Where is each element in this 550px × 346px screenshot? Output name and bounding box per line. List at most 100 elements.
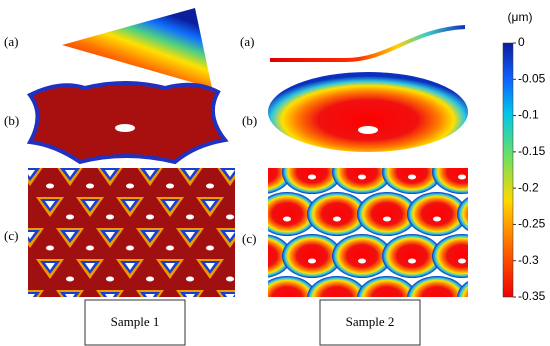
dimple-hole (408, 174, 416, 180)
colorbar-tick-label: -0.25 (518, 217, 546, 231)
cell-tip (125, 263, 135, 270)
cell-tip (28, 232, 35, 239)
cell-hole (206, 183, 214, 189)
panel-label: (b) (4, 113, 19, 128)
cell-tip (145, 294, 155, 297)
cell-tip (105, 294, 115, 297)
cell-hole (226, 214, 234, 220)
cell-tip (145, 232, 155, 239)
cell-tip (28, 170, 35, 177)
cell-tip (28, 294, 35, 297)
cell-tip (165, 201, 175, 208)
colorbar-tick-label: -0.1 (518, 108, 539, 122)
cell-tip (225, 170, 235, 177)
dimple (332, 168, 392, 194)
dimple (307, 192, 367, 236)
cell-hole (46, 183, 54, 189)
cell-hole (246, 308, 254, 313)
pattern-left (28, 168, 260, 313)
dimple-hole (283, 301, 291, 306)
dimple (307, 276, 367, 297)
dimple-hole (258, 259, 266, 264)
cell-tip (145, 170, 155, 177)
dimple-hole (433, 301, 441, 306)
colorbar-tick-label: -0.15 (518, 144, 546, 158)
colorbar-unit: (μm) (508, 10, 533, 24)
cell-hole (166, 183, 174, 189)
cell-hole (186, 214, 194, 220)
cell-hole (226, 276, 234, 282)
cell-hole (46, 245, 54, 251)
cell-hole (66, 214, 74, 220)
cell-hole (46, 308, 54, 313)
cell-hole (166, 245, 174, 251)
colorbar (502, 42, 514, 298)
cell-hole (126, 245, 134, 251)
dimple-hole (408, 258, 416, 264)
dimple-hole (308, 258, 316, 264)
dimple-hole (433, 216, 441, 222)
cell-hole (146, 214, 154, 220)
dimple-hole (358, 174, 366, 180)
cell-edge (60, 292, 80, 297)
cell-edge (240, 199, 260, 212)
sample-box (319, 299, 421, 346)
dimple (357, 192, 417, 236)
pattern-right (258, 168, 491, 306)
hole (115, 124, 135, 132)
sheet-a (62, 8, 212, 88)
dimple (382, 234, 442, 278)
dimple-hole (358, 258, 366, 264)
cell-tip (225, 294, 235, 297)
bowl-b (268, 72, 468, 152)
cell-tip (205, 263, 215, 270)
dimple-hole (458, 174, 466, 180)
cell-tip (65, 170, 75, 177)
cell-hole (86, 183, 94, 189)
sample-label: Sample 2 (346, 314, 395, 329)
cell-tip (245, 201, 255, 208)
colorbar-tick-label: 0 (518, 35, 525, 49)
cell-hole (106, 214, 114, 220)
cell-hole (146, 276, 154, 282)
sample-label: Sample 1 (111, 314, 160, 329)
dimple (382, 168, 442, 194)
colorbar-ticks: 0 -0.05 -0.1 -0.15 -0.2 -0.25 -0.3 -0.35 (513, 35, 546, 303)
cell-hole (206, 245, 214, 251)
colorbar-tick-label: -0.05 (518, 71, 546, 85)
cell-tip (185, 170, 195, 177)
dimple (432, 234, 468, 278)
panel-label: (a) (240, 34, 254, 49)
dimple-hole (308, 174, 316, 180)
dimple (282, 234, 342, 278)
cell-tip (45, 201, 55, 208)
dimple-hole (483, 301, 491, 306)
colorbar-tick-label: -0.2 (518, 180, 539, 194)
dimple (357, 276, 417, 297)
dimple (432, 168, 468, 194)
colorbar-tick-label: -0.35 (518, 289, 546, 303)
dimple-hole (383, 216, 391, 222)
dimple (457, 196, 468, 232)
cell-hole (186, 276, 194, 282)
cell-edge (28, 292, 40, 297)
cell-tip (85, 201, 95, 208)
dimple-hole (258, 175, 266, 180)
cell-tip (45, 263, 55, 270)
cell-tip (105, 232, 115, 239)
plate-b (26, 81, 229, 165)
cell-hole (206, 308, 214, 313)
dimple-hole (458, 258, 466, 264)
cell-tip (105, 170, 115, 177)
dimple (407, 192, 467, 236)
dimple (268, 276, 317, 297)
dimple (282, 168, 342, 194)
cell-hole (246, 246, 254, 251)
panel-label: (b) (242, 113, 257, 128)
cell-hole (246, 184, 254, 189)
cell-tip (185, 232, 195, 239)
colorbar-tick-label: -0.3 (518, 253, 539, 267)
cell-tip (165, 263, 175, 270)
